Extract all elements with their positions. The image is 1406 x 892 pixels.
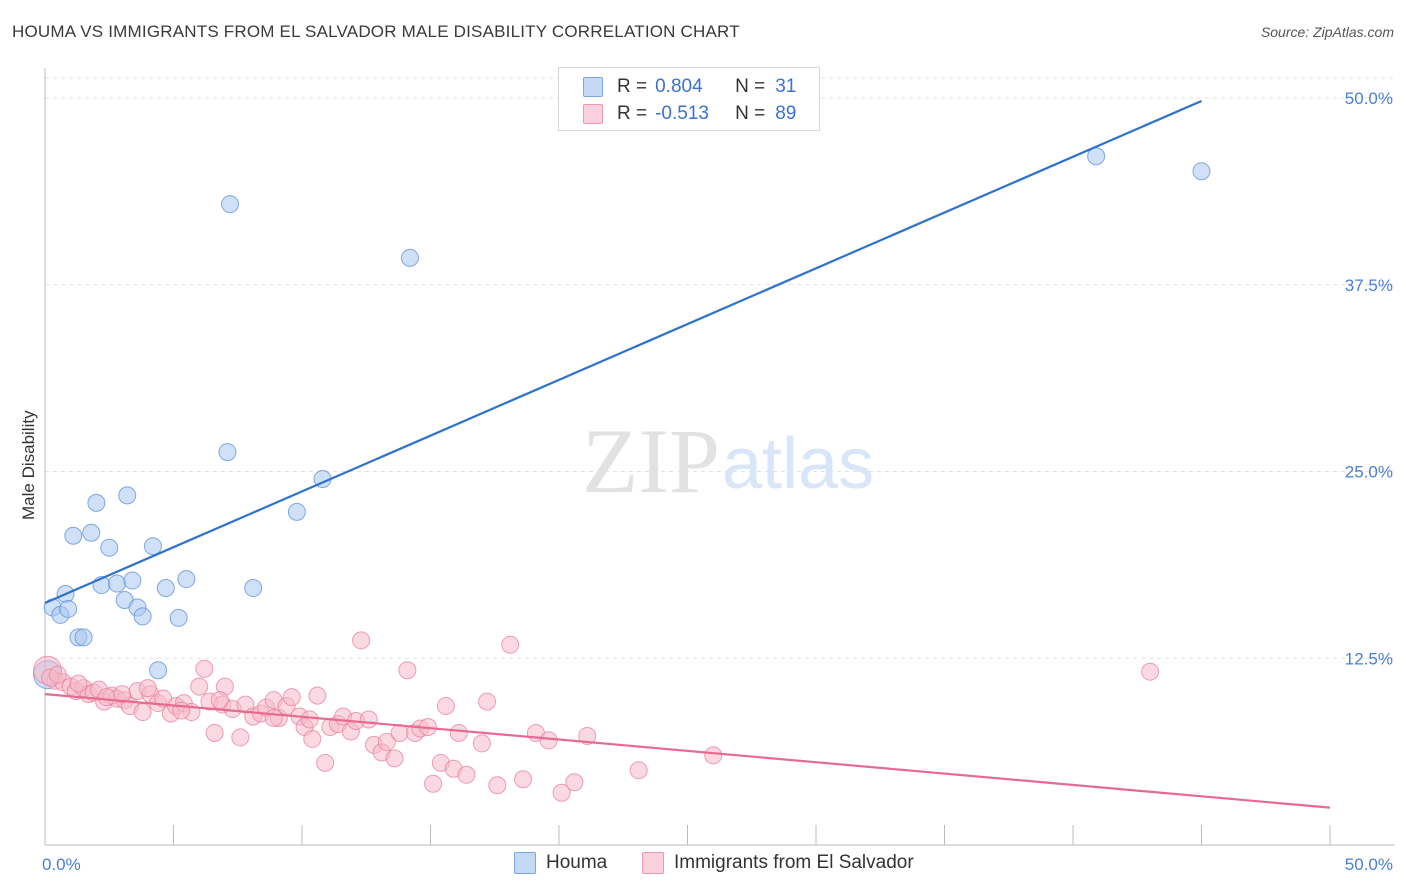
houma-point	[59, 599, 78, 618]
el-salvador-point	[385, 749, 404, 768]
legend-n-value: 31	[775, 76, 797, 97]
el-salvador-point	[449, 723, 468, 742]
legend-r-label: R =	[617, 76, 648, 97]
houma-point	[133, 607, 152, 626]
legend-swatch-el-salvador	[642, 852, 664, 874]
watermark-atlas: atlas	[722, 424, 874, 504]
el-salvador-trend-line	[44, 693, 1331, 809]
houma-point	[143, 537, 162, 556]
houma-point	[221, 195, 240, 214]
el-salvador-point	[133, 703, 152, 722]
el-salvador-point	[282, 688, 301, 707]
el-salvador-point	[190, 677, 209, 696]
legend-row-houma: R = 0.804 N = 31	[583, 74, 796, 100]
el-salvador-point	[264, 709, 283, 728]
y-axis-label: Male Disability	[19, 410, 38, 520]
el-salvador-point	[300, 710, 319, 729]
source-label: Source: ZipAtlas.com	[1260, 24, 1394, 40]
el-salvador-point	[539, 731, 558, 750]
legend-n-label: N =	[735, 76, 766, 97]
el-salvador-point	[552, 783, 571, 802]
el-salvador-point	[478, 692, 497, 711]
houma-point	[118, 486, 137, 505]
stats-legend: R = 0.804 N = 31 R = -0.513 N = 89	[558, 67, 820, 131]
el-salvador-point	[69, 674, 88, 693]
houma-point	[107, 574, 126, 593]
el-salvador-point	[578, 726, 597, 745]
el-salvador-point	[457, 765, 476, 784]
x-tick-labels: 0.0% 50.0%	[42, 855, 1393, 874]
legend-r-value: 0.804	[655, 76, 703, 97]
el-salvador-point	[352, 631, 371, 650]
chart-title: HOUMA VS IMMIGRANTS FROM EL SALVADOR MAL…	[12, 22, 740, 41]
el-salvador-point	[629, 761, 648, 780]
el-salvador-point	[231, 728, 250, 747]
y-tick-label: 37.5%	[1345, 276, 1393, 295]
legend-row-el-salvador: R = -0.513 N = 89	[583, 101, 796, 127]
houma-point	[74, 628, 93, 647]
y-tick-label: 50.0%	[1345, 89, 1393, 108]
legend-swatch-houma	[583, 77, 603, 97]
houma-point	[218, 443, 237, 462]
houma-point	[400, 248, 419, 267]
data-points	[33, 147, 1211, 802]
houma-point	[1192, 162, 1211, 181]
y-tick-labels: 12.5% 25.0% 37.5% 50.0%	[1345, 89, 1393, 668]
el-salvador-point	[205, 723, 224, 742]
el-salvador-point	[704, 746, 723, 765]
legend-swatch-houma	[514, 852, 536, 874]
houma-point	[156, 579, 175, 598]
grid-lines	[45, 77, 1395, 659]
el-salvador-point	[501, 635, 520, 654]
legend-label-el-salvador: Immigrants from El Salvador	[674, 852, 914, 873]
y-tick-label: 12.5%	[1345, 649, 1393, 668]
houma-point	[87, 493, 106, 512]
houma-point	[287, 502, 306, 521]
legend-label-houma: Houma	[546, 852, 608, 873]
el-salvador-point	[316, 753, 335, 772]
el-salvador-point	[424, 774, 443, 793]
x-tick-label: 0.0%	[42, 855, 81, 874]
legend-r-label: R =	[617, 103, 648, 124]
el-salvador-point	[210, 691, 229, 710]
houma-point	[123, 571, 142, 590]
legend-item-el-salvador[interactable]: Immigrants from El Salvador	[642, 852, 914, 874]
houma-point	[169, 608, 188, 627]
el-salvador-point	[303, 729, 322, 748]
x-tick-label: 50.0%	[1345, 855, 1393, 874]
y-tick-label: 25.0%	[1345, 463, 1393, 482]
el-salvador-point	[48, 665, 67, 684]
legend-n-label: N =	[735, 103, 766, 124]
watermark-zip: ZIP	[582, 410, 720, 512]
houma-trend-line	[44, 99, 1202, 604]
series-legend: Houma Immigrants from El Salvador	[0, 852, 1406, 878]
houma-point	[82, 523, 101, 542]
el-salvador-point	[377, 732, 396, 751]
legend-swatch-el-salvador	[583, 104, 603, 124]
legend-r-value: -0.513	[655, 103, 709, 124]
el-salvador-point	[359, 710, 378, 729]
legend-item-houma[interactable]: Houma	[514, 852, 607, 874]
houma-point	[100, 538, 119, 557]
el-salvador-point	[398, 661, 417, 680]
houma-point	[177, 570, 196, 589]
el-salvador-point	[308, 686, 327, 705]
el-salvador-point	[97, 688, 116, 707]
legend-n-value: 89	[775, 103, 797, 124]
el-salvador-point	[565, 773, 584, 792]
el-salvador-point	[514, 770, 533, 789]
el-salvador-point	[1141, 662, 1160, 681]
el-salvador-point	[138, 679, 157, 698]
el-salvador-point	[472, 734, 491, 753]
houma-point	[244, 579, 263, 598]
houma-point	[149, 661, 168, 680]
axes	[44, 68, 1395, 846]
houma-point	[64, 526, 83, 545]
el-salvador-point	[488, 776, 507, 795]
el-salvador-point	[436, 697, 455, 716]
trend-lines	[44, 99, 1331, 809]
el-salvador-point	[113, 685, 132, 704]
el-salvador-point	[195, 659, 214, 678]
